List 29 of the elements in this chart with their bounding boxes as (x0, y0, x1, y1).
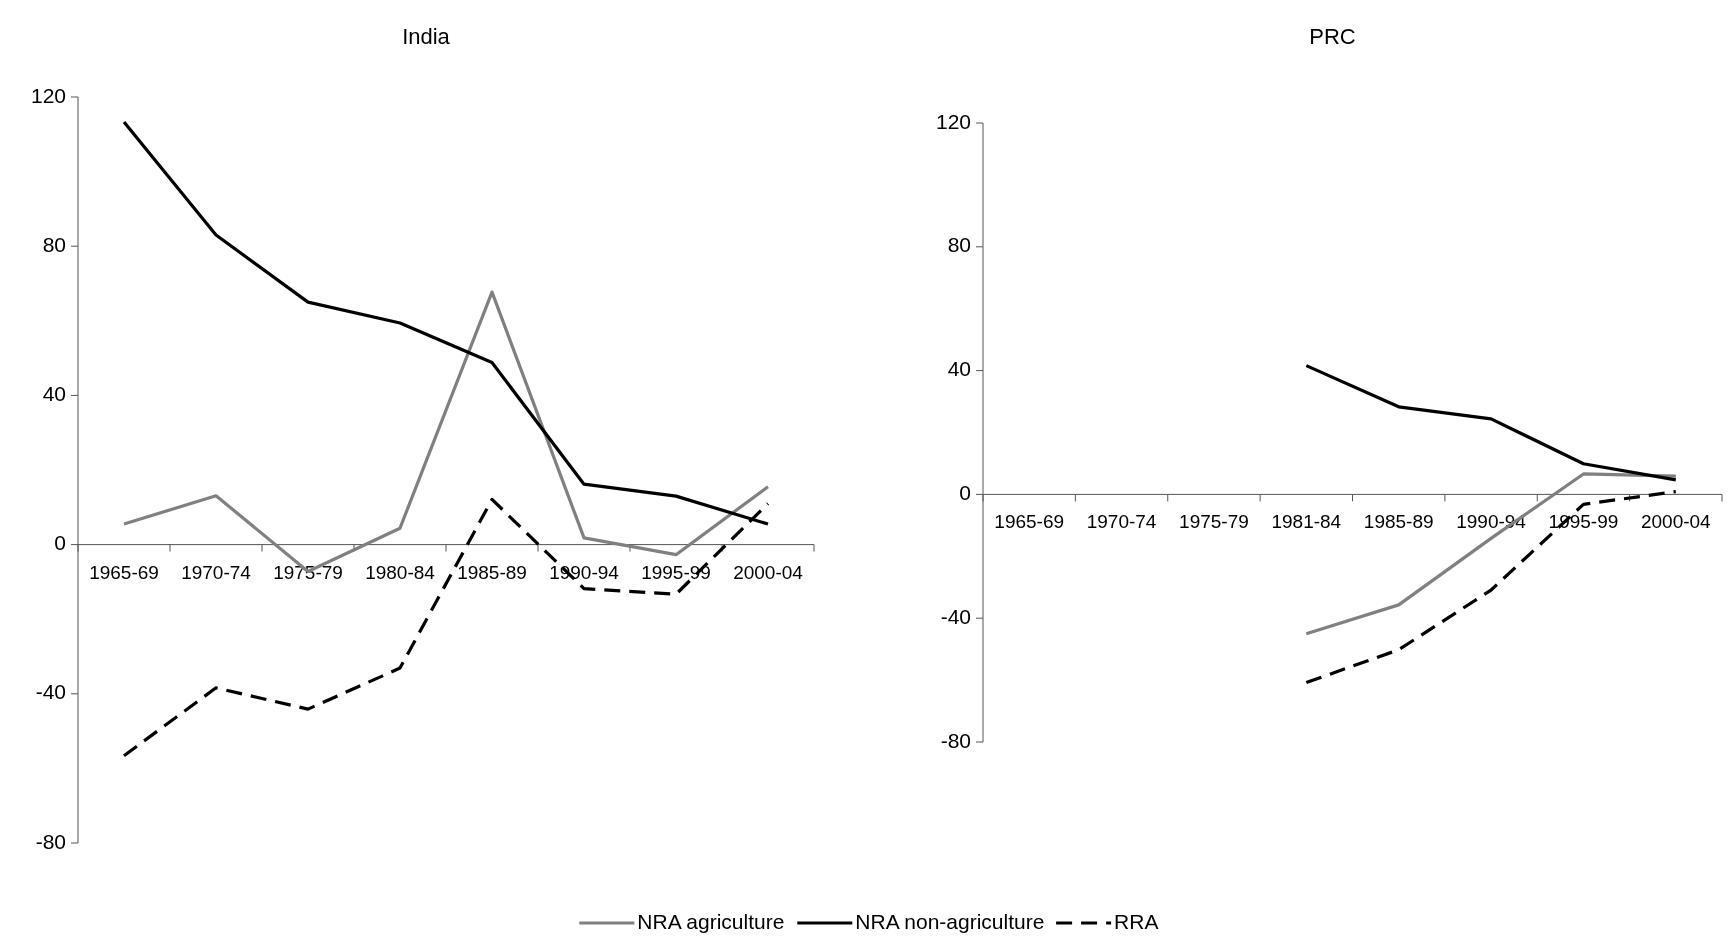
y-tick-label: 80 (42, 232, 66, 256)
x-tick-label: 1985-89 (1363, 511, 1434, 533)
chart-title: India (402, 24, 451, 49)
x-tick-label: 2000-04 (1640, 511, 1712, 533)
y-tick-label: -40 (940, 604, 971, 628)
x-tick-label: 1970-74 (181, 561, 252, 583)
legend-label: NRA non-agriculture (855, 909, 1045, 933)
y-tick-label: 0 (959, 480, 971, 504)
y-tick-label: 80 (947, 233, 971, 257)
y-tick-label: -40 (35, 680, 66, 704)
x-tick-label: 1981-84 (1271, 511, 1342, 533)
legend-label: NRA agriculture (637, 909, 785, 933)
y-tick-label: 0 (54, 531, 66, 555)
x-tick-label: 1970-74 (1086, 511, 1157, 533)
y-tick-label: 120 (30, 83, 66, 107)
legend-label: RRA (1114, 909, 1159, 933)
x-tick-label: 1980-84 (365, 561, 436, 583)
y-tick-label: -80 (35, 829, 66, 853)
y-tick-label: 120 (935, 109, 971, 133)
x-tick-label: 2000-04 (733, 561, 804, 583)
x-tick-label: 1965-69 (89, 561, 159, 583)
y-tick-label: 40 (947, 357, 971, 381)
x-tick-label: 1975-79 (1179, 511, 1249, 533)
x-tick-label: 1985-89 (457, 561, 527, 583)
x-tick-label: 1965-69 (994, 511, 1065, 533)
y-tick-label: 40 (42, 381, 66, 405)
y-tick-label: -80 (940, 728, 971, 752)
line-series (1304, 364, 1678, 482)
chart-title: PRC (1309, 24, 1356, 49)
